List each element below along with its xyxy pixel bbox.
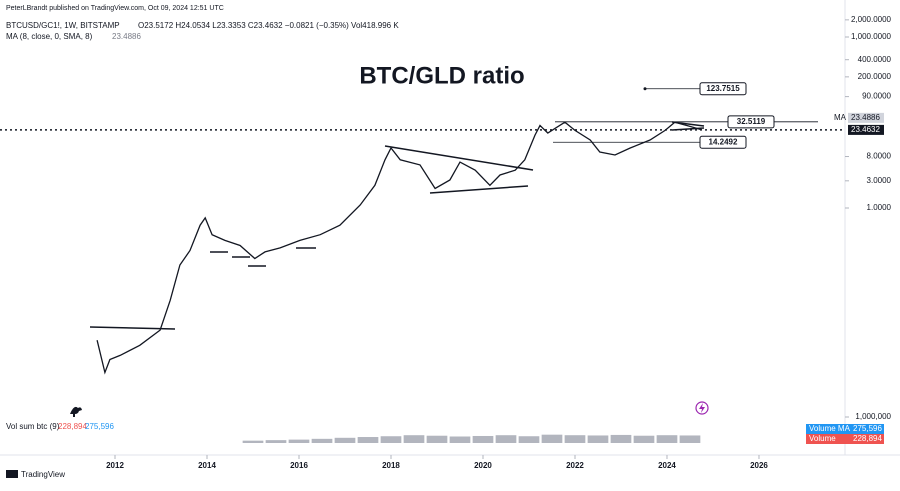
volume-bar xyxy=(334,437,356,443)
volume-tick-label: 1,000,000 xyxy=(855,412,891,421)
volume-legend-name: Volume xyxy=(809,434,836,443)
y-tick-label: 1.0000 xyxy=(867,203,892,212)
y-tick-label: 2,000.0000 xyxy=(851,15,892,24)
trendlines xyxy=(89,121,705,330)
volume-ma-legend-value: 275,596 xyxy=(85,422,114,431)
ma-legend-value: 23.4886 xyxy=(112,32,141,41)
ma-name: MA xyxy=(834,113,847,122)
x-tick-label: 2014 xyxy=(198,461,216,470)
volume-bar xyxy=(679,435,701,443)
ma-legend: MA (8, close, 0, SMA, 8) xyxy=(6,32,93,41)
x-tick-label: 2016 xyxy=(290,461,308,470)
volume-legend-value: 275,596 xyxy=(853,424,882,433)
volume-bar xyxy=(472,435,494,443)
y-tick-label: 400.0000 xyxy=(858,55,892,64)
y-tick-label: 200.0000 xyxy=(858,72,892,81)
ohlc: O23.5172 H24.0534 L23.3353 C23.4632 −0.0… xyxy=(138,21,399,30)
y-tick-label: 8.0000 xyxy=(867,152,892,161)
price-level-label: 32.5119 xyxy=(737,117,766,126)
volume-bar xyxy=(564,435,586,443)
chart-title: BTC/GLD ratio xyxy=(359,62,524,89)
volume-bar xyxy=(311,438,333,443)
series-name: BTCUSD/GC1!, 1W, BITSTAMP xyxy=(6,21,120,30)
brand: TradingView xyxy=(6,470,65,479)
volume-bar xyxy=(426,435,448,443)
ma-box xyxy=(848,112,884,123)
volume-bar xyxy=(495,435,517,443)
volume-bar xyxy=(587,435,609,443)
volume-bar xyxy=(633,435,655,443)
volume-bar xyxy=(357,437,379,443)
volume-legend-value: 228,894 xyxy=(853,434,882,443)
volume-legend-name: Volume MA xyxy=(809,424,851,433)
last-price-label: 23.4632 xyxy=(851,125,880,134)
dino-icon xyxy=(70,406,82,417)
brand-name: TradingView xyxy=(21,470,65,479)
volume-bar xyxy=(610,434,632,443)
price-level-box xyxy=(699,82,747,96)
publisher: PeterLBrandt published on TradingView.co… xyxy=(6,5,224,12)
price-level-box xyxy=(727,115,775,129)
volume-legend-box xyxy=(806,434,884,444)
x-tick-label: 2012 xyxy=(106,461,124,470)
alert-icon[interactable] xyxy=(695,401,709,415)
volume-bar xyxy=(449,436,471,443)
x-tick-label: 2018 xyxy=(382,461,400,470)
x-tick-label: 2024 xyxy=(658,461,676,470)
volume-bar xyxy=(403,435,425,443)
level-dot xyxy=(643,87,647,91)
volume-bar xyxy=(242,440,264,443)
y-tick-label: 3.0000 xyxy=(867,176,892,185)
volume-bar xyxy=(265,440,287,443)
volume-bar xyxy=(656,435,678,443)
x-tick-label: 2022 xyxy=(566,461,584,470)
volume-legend-value: 228,894 xyxy=(58,422,87,431)
volume-bar xyxy=(288,439,310,443)
volume-bar xyxy=(541,434,563,443)
y-tick-label: 1,000.0000 xyxy=(851,32,892,41)
volume-legend-box xyxy=(806,424,884,434)
ma-value: 23.4886 xyxy=(851,113,880,122)
price-level-label: 123.7515 xyxy=(706,84,740,93)
price-line xyxy=(96,121,703,375)
last-price-box xyxy=(848,124,884,135)
price-level-box xyxy=(699,135,747,149)
x-tick-label: 2020 xyxy=(474,461,492,470)
x-tick-label: 2026 xyxy=(750,461,768,470)
volume-bar xyxy=(518,436,540,443)
volume-bar xyxy=(380,436,402,443)
price-level-label: 14.2492 xyxy=(709,137,738,146)
volume-title: Vol sum btc (9) xyxy=(6,422,60,431)
y-tick-label: 90.0000 xyxy=(862,92,891,101)
